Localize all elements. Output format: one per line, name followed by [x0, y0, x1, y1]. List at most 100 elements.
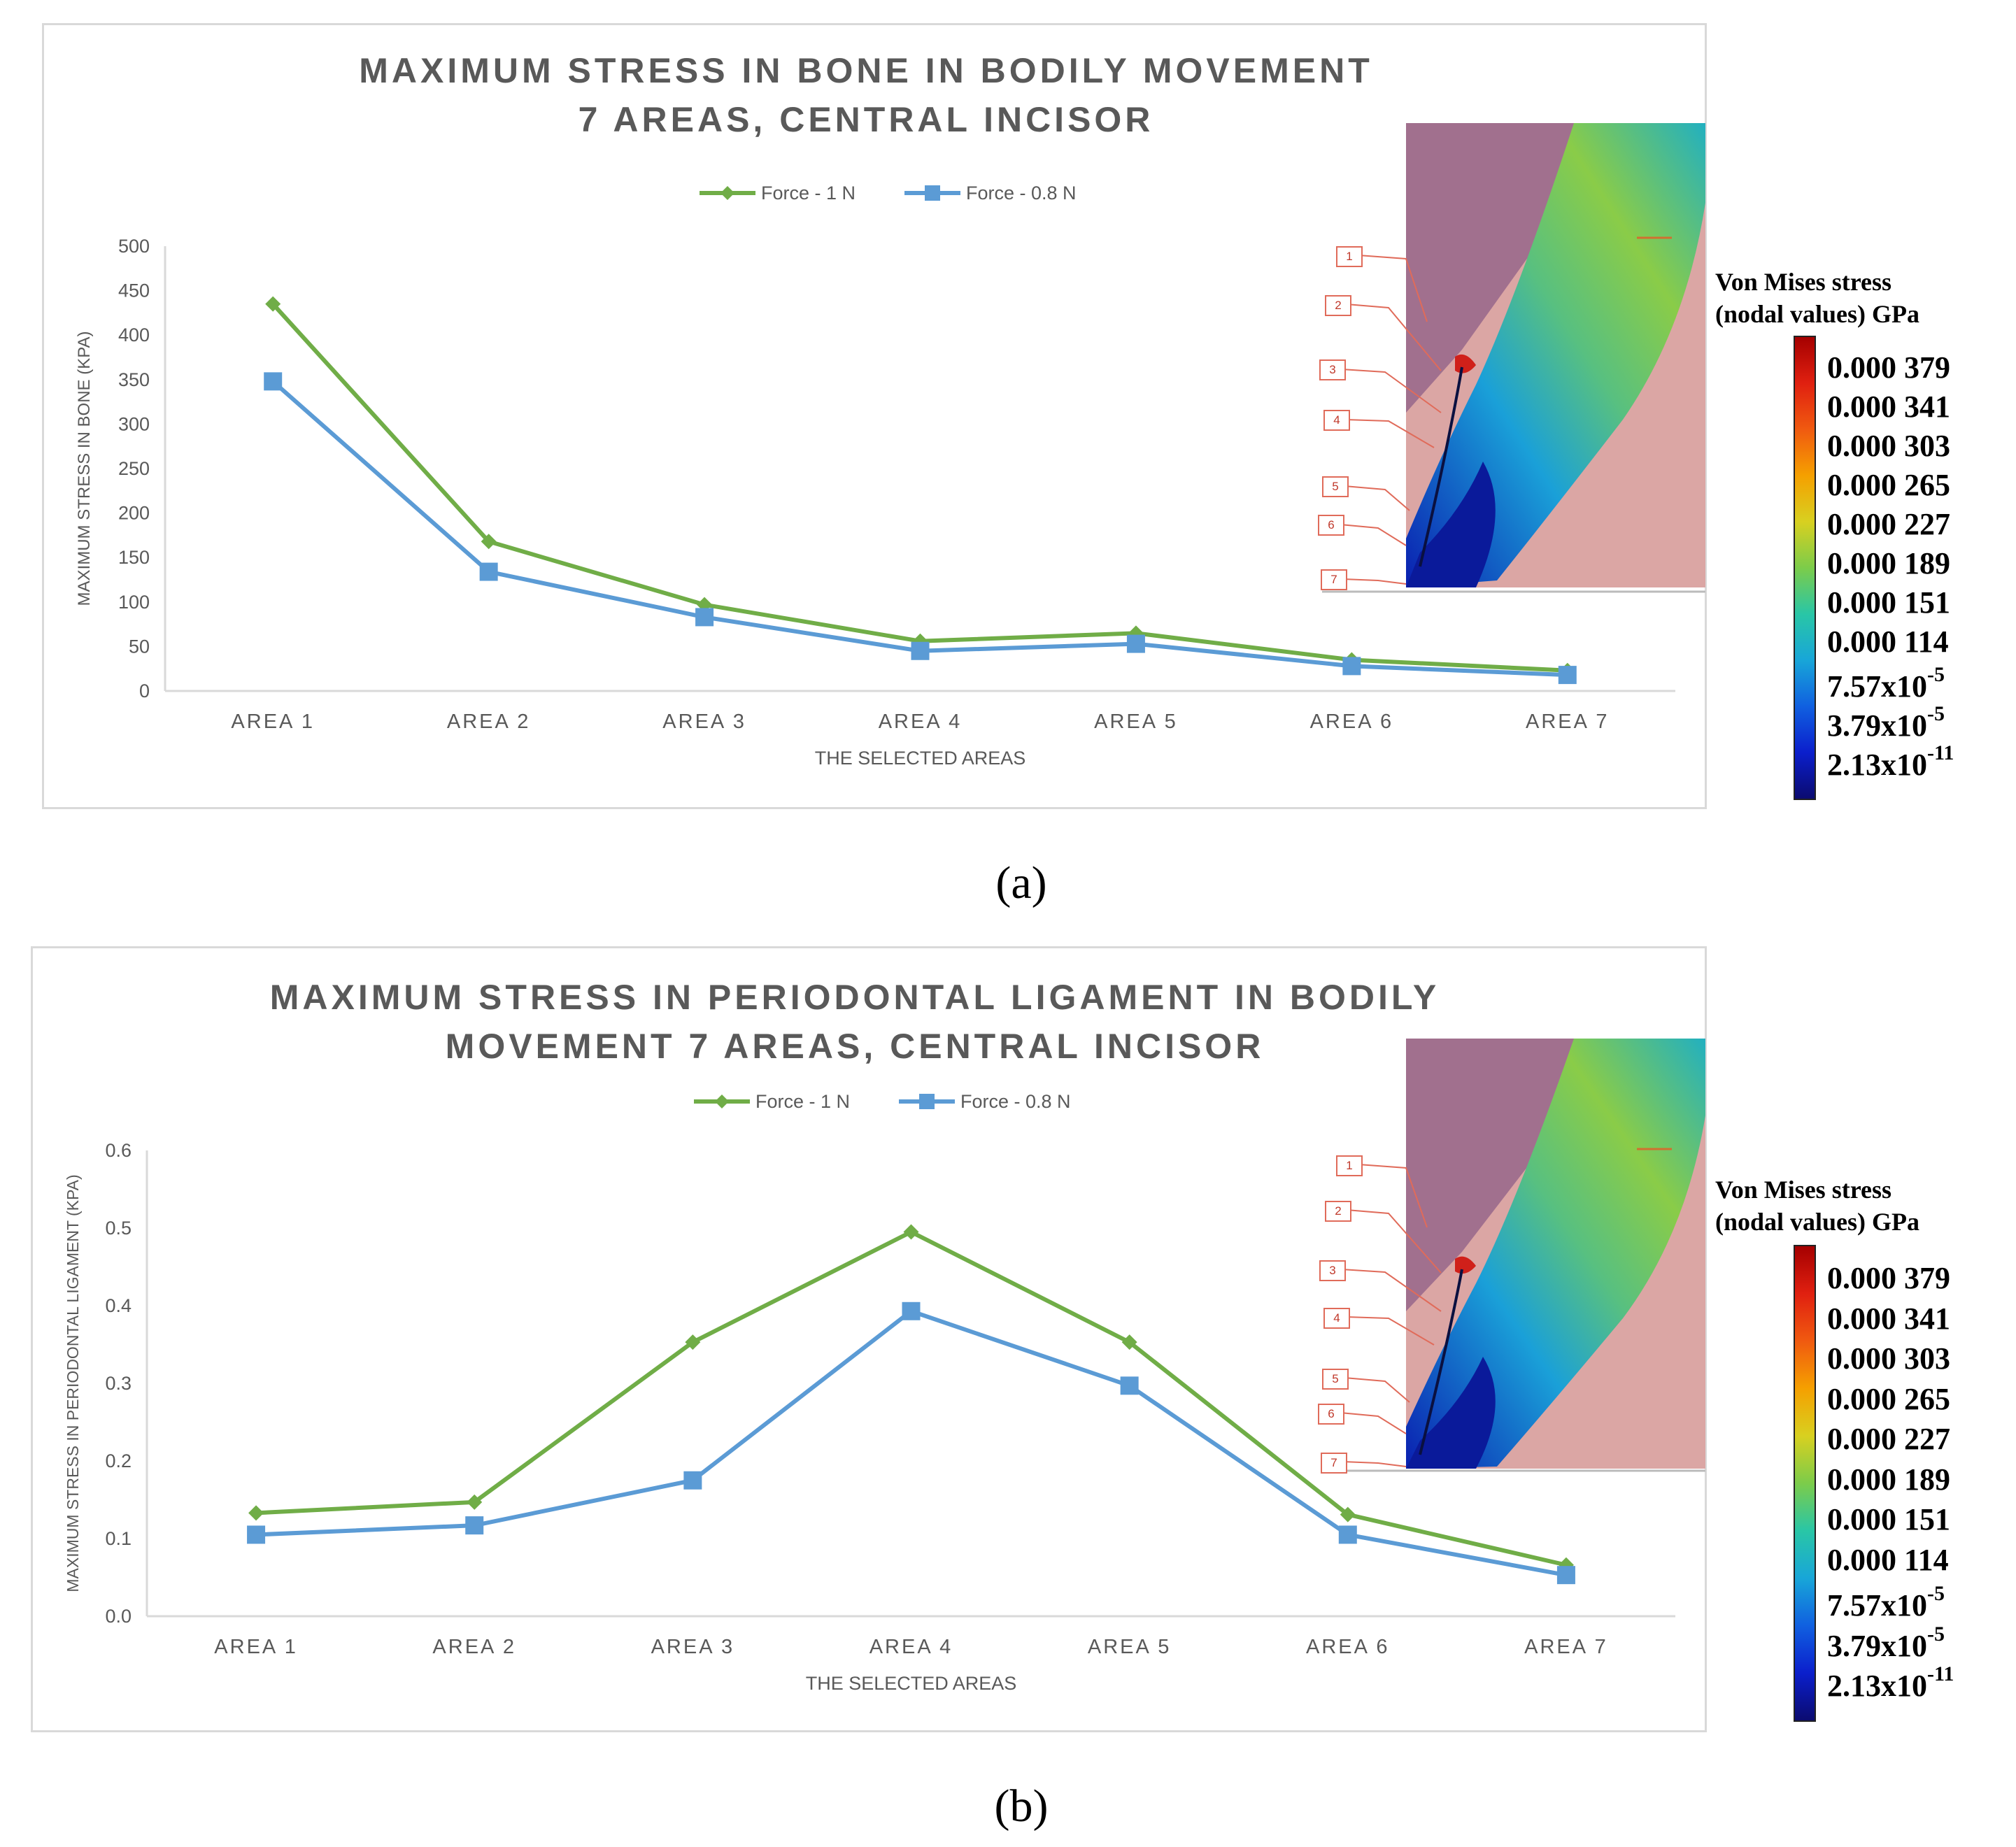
y-tick-label: 0.1	[105, 1528, 132, 1549]
caption-a: (a)	[995, 857, 1047, 908]
chart-b-title: MAXIMUM STRESS IN PERIODONTAL LIGAMENT I…	[173, 973, 1537, 1071]
colorbar-tick-label: 0.000 303	[1827, 429, 1950, 463]
data-point-series-2	[1338, 1525, 1357, 1544]
x-tick-label: AREA 7	[1524, 1636, 1608, 1658]
data-point-series-1	[467, 1494, 483, 1510]
y-tick-label: 250	[118, 458, 150, 479]
chart-b-fem-inset: 1 2 3 4 5 6 7	[1318, 1039, 1714, 1474]
callout-5: 5	[1322, 476, 1349, 497]
x-tick-label: AREA 3	[651, 1636, 735, 1658]
data-point-series-2	[1556, 1566, 1575, 1585]
y-tick-label: 500	[118, 236, 150, 257]
colorbar-b-title-line-2: (nodal values) GPa	[1715, 1208, 1920, 1236]
colorbar-a	[1794, 336, 1816, 800]
y-tick-label: 50	[129, 636, 150, 657]
y-tick-label: 0.2	[105, 1450, 132, 1471]
caption-b: (b)	[994, 1781, 1049, 1832]
chart-a-title: MAXIMUM STRESS IN BONE IN BODILY MOVEMEN…	[254, 46, 1478, 144]
colorbar-tick-label: 0.000 189	[1827, 1462, 1950, 1497]
y-tick-label: 150	[118, 547, 150, 568]
callout-2: 2	[1325, 1201, 1351, 1222]
colorbar-tick-label: 0.000 227	[1827, 1422, 1950, 1456]
y-axis-label: MAXIMUM STRESS IN BONE (KPA)	[75, 331, 94, 606]
legend-label-2: Force - 0.8 N	[960, 1091, 1071, 1112]
x-tick-label: AREA 3	[662, 711, 746, 733]
colorbar-tick-label: 0.000 114	[1827, 625, 1949, 659]
x-tick-label: AREA 7	[1526, 711, 1610, 733]
data-point-series-2	[695, 608, 714, 627]
colorbar-b	[1794, 1245, 1816, 1722]
colorbar-b-title-line-1: Von Mises stress	[1715, 1176, 1892, 1204]
chart-a-fem-inset: 1 2 3 4 5 6 7	[1318, 119, 1714, 594]
colorbar-tick-label: 0.000 379	[1827, 350, 1950, 385]
data-point-series-1	[685, 1334, 701, 1350]
callout-1: 1	[1336, 246, 1363, 267]
data-point-series-2	[1342, 657, 1361, 676]
data-point-series-2	[465, 1516, 484, 1535]
data-point-series-1	[1340, 1506, 1356, 1522]
colorbar-b-title: Von Mises stress (nodal values) GPa	[1715, 1174, 1919, 1238]
colorbar-tick-label: 3.79x10-5	[1827, 1622, 1945, 1663]
colorbar-tick-label: 2.13x10-11	[1827, 741, 1954, 782]
x-tick-label: AREA 6	[1310, 711, 1394, 733]
x-tick-label: AREA 5	[1088, 1636, 1172, 1658]
data-point-series-2	[1558, 666, 1577, 685]
callout-5: 5	[1322, 1369, 1349, 1390]
callout-7: 7	[1321, 1453, 1347, 1474]
callout-1: 1	[1336, 1155, 1363, 1176]
y-tick-label: 350	[118, 369, 150, 390]
y-tick-label: 450	[118, 280, 150, 301]
data-point-series-1	[248, 1505, 264, 1521]
x-tick-label: AREA 5	[1094, 711, 1178, 733]
legend-marker-1	[720, 186, 734, 200]
callout-2: 2	[1325, 295, 1351, 316]
x-axis-label: THE SELECTED AREAS	[815, 748, 1026, 769]
callout-3: 3	[1319, 359, 1346, 380]
colorbar-tick-label: 0.000 303	[1827, 1341, 1950, 1376]
x-axis-label: THE SELECTED AREAS	[806, 1673, 1017, 1694]
data-point-series-2	[683, 1471, 702, 1490]
callout-6: 6	[1318, 515, 1344, 536]
x-tick-label: AREA 2	[432, 1636, 516, 1658]
data-point-series-2	[264, 372, 283, 391]
colorbar-tick-label: 0.000 227	[1827, 507, 1950, 541]
x-tick-label: AREA 2	[447, 711, 531, 733]
y-tick-label: 400	[118, 325, 150, 345]
data-point-series-1	[265, 296, 281, 312]
x-tick-label: AREA 6	[1306, 1636, 1390, 1658]
colorbar-tick-label: 0.000 265	[1827, 1381, 1950, 1416]
chart-b-title-line-2: MOVEMENT 7 AREAS, CENTRAL INCISOR	[445, 1027, 1265, 1066]
y-tick-label: 100	[118, 592, 150, 613]
y-tick-label: 0.3	[105, 1373, 132, 1394]
y-tick-label: 0.5	[105, 1218, 132, 1239]
legend-marker-1	[715, 1094, 729, 1108]
y-tick-label: 0	[139, 680, 150, 701]
chart-a-plot: 0 50 100 150 200 250 300 350 400 450 500 AREA 1 AREA…	[75, 183, 1675, 769]
callout-6: 6	[1318, 1404, 1344, 1425]
callout-7: 7	[1321, 569, 1347, 590]
legend-marker-2	[919, 1094, 935, 1109]
legend-label-1: Force - 1 N	[755, 1091, 850, 1112]
x-tick-label: AREA 4	[869, 1636, 953, 1658]
colorbar-tick-label: 2.13x10-11	[1827, 1662, 1954, 1703]
chart-a-title-line-1: MAXIMUM STRESS IN BONE IN BODILY MOVEMEN…	[359, 51, 1373, 90]
data-point-series-2	[247, 1525, 266, 1544]
chart-a-title-line-2: 7 AREAS, CENTRAL INCISOR	[578, 100, 1154, 139]
colorbar-tick-label: 0.000 379	[1827, 1261, 1950, 1295]
y-tick-label: 300	[118, 413, 150, 434]
colorbar-a-title-line-1: Von Mises stress	[1715, 268, 1892, 296]
data-point-series-2	[1126, 634, 1145, 653]
y-tick-label: 200	[118, 503, 150, 524]
callout-4: 4	[1323, 410, 1350, 431]
callout-4: 4	[1323, 1308, 1350, 1329]
colorbar-tick-label: 7.57x10-5	[1827, 1582, 1945, 1623]
x-tick-label: AREA 4	[879, 711, 963, 733]
colorbar-tick-label: 3.79x10-5	[1827, 702, 1945, 743]
data-point-series-2	[902, 1302, 921, 1320]
chart-b-title-line-1: MAXIMUM STRESS IN PERIODONTAL LIGAMENT I…	[269, 978, 1440, 1017]
data-point-series-2	[479, 562, 498, 581]
legend-label-1: Force - 1 N	[761, 183, 856, 204]
legend-marker-2	[925, 185, 940, 201]
legend-label-2: Force - 0.8 N	[966, 183, 1077, 204]
